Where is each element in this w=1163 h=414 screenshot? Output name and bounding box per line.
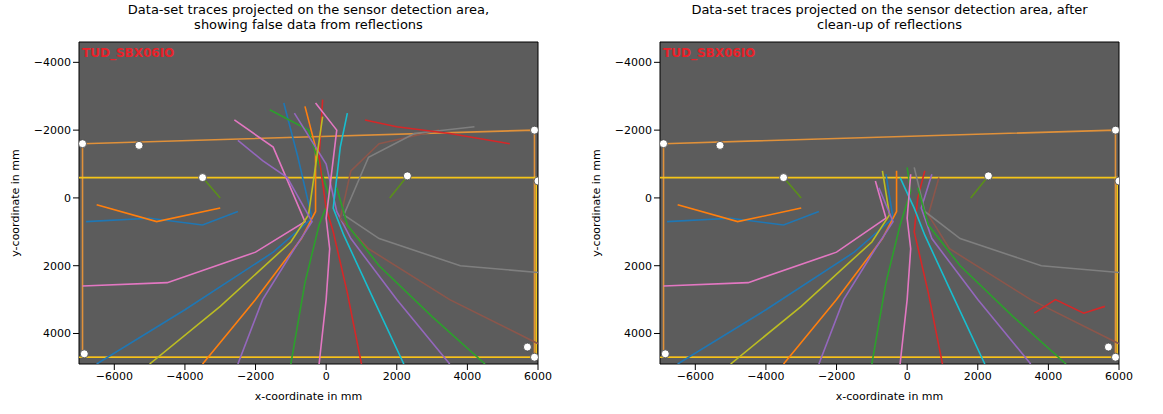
svg-text:2000: 2000 [43,260,71,273]
html-text:Data-set traces projected on t: Data-set traces projected on the sensor … [127,2,490,32]
svg-text:−4000: −4000 [615,56,652,69]
html-text:TUD_SBX06IO: TUD_SBX06IO [82,46,175,60]
svg-text:−4000: −4000 [34,56,71,69]
svg-text:4000: 4000 [1034,370,1062,383]
svg-text:−4000: −4000 [166,370,203,383]
svg-text:6000: 6000 [524,370,552,383]
svg-text:−2000: −2000 [34,124,71,137]
svg-text:y-coordinate in mm: y-coordinate in mm [590,149,603,256]
svg-text:0: 0 [645,192,652,205]
svg-text:2000: 2000 [624,260,652,273]
svg-text:y-coordinate in mm: y-coordinate in mm [9,149,22,256]
svg-text:x-coordinate in mm: x-coordinate in mm [255,390,363,403]
svg-text:4000: 4000 [453,370,481,383]
svg-text:2000: 2000 [383,370,411,383]
svg-text:6000: 6000 [1105,370,1133,383]
svg-text:4000: 4000 [624,327,652,340]
svg-text:−4000: −4000 [747,370,784,383]
svg-text:−2000: −2000 [615,124,652,137]
svg-text:0: 0 [904,370,911,383]
svg-text:0: 0 [64,192,71,205]
svg-text:x-coordinate in mm: x-coordinate in mm [836,390,944,403]
svg-text:−2000: −2000 [818,370,855,383]
svg-text:0: 0 [323,370,330,383]
svg-text:−6000: −6000 [96,370,133,383]
svg-text:−2000: −2000 [237,370,274,383]
html-text:TUD_SBX06IO: TUD_SBX06IO [663,46,756,60]
svg-text:−6000: −6000 [677,370,714,383]
svg-text:2000: 2000 [964,370,992,383]
svg-text:4000: 4000 [43,327,71,340]
html-text:Data-set traces projected on t: Data-set traces projected on the sensor … [691,2,1088,32]
